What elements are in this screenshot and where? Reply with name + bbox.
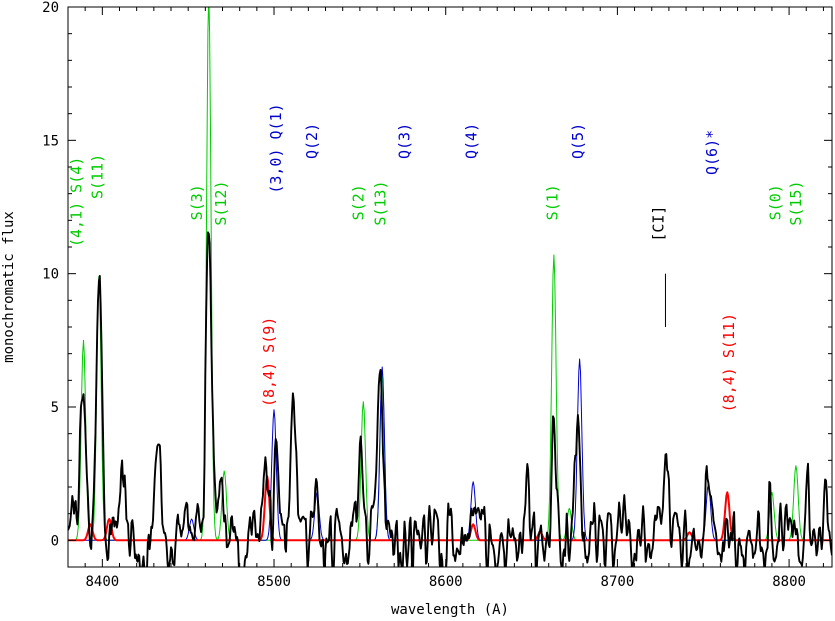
line-annotation: (8,4) S(11): [720, 313, 738, 412]
line-annotation: Q(2): [303, 123, 321, 159]
line-annotation: (4,1) S(4): [68, 157, 86, 247]
y-tick-label: 20: [42, 0, 59, 16]
plot-frame: [67, 6, 833, 568]
x-tick-label: 8600: [429, 574, 463, 590]
line-annotation: [CI]: [650, 206, 668, 242]
y-axis-ticks: 0 5 10 15 20: [42, 0, 832, 549]
line-annotation: S(12): [212, 181, 230, 226]
line-annotation: S(2): [349, 184, 367, 220]
spectrum-series-model-S-lines: [68, 7, 832, 541]
line-annotation: (8,4) S(9): [260, 317, 278, 407]
x-axis-label: wavelength (A): [391, 602, 509, 618]
y-tick-label: 0: [51, 533, 59, 549]
x-axis-ticks: 8400 8500 8600 8700 8800: [84, 7, 824, 590]
y-tick-label: 5: [51, 400, 59, 416]
x-tick-label: 8700: [601, 574, 635, 590]
series-layer: [68, 7, 832, 567]
line-annotation: Q(3): [396, 123, 414, 159]
x-tick-label: 8400: [85, 574, 119, 590]
line-annotation: S(0): [766, 184, 784, 220]
line-annotation: Q(4): [463, 123, 481, 159]
line-annotation: S(3): [188, 184, 206, 220]
line-annotation: S(13): [372, 181, 390, 226]
line-annotation: (3,0) Q(1): [267, 103, 285, 193]
line-annotation: Q(6)*: [703, 130, 721, 175]
annotation-layer: (4,1) S(4) S(11) S(3) S(12) (3,0) Q(1) Q(2) S(…: [68, 103, 805, 412]
spectrum-series-observed-spectrum: [68, 231, 832, 567]
line-annotation: Q(5): [569, 123, 587, 159]
y-tick-label: 10: [42, 267, 59, 283]
line-annotation: S(11): [88, 154, 106, 199]
line-annotation: S(1): [543, 184, 561, 220]
y-tick-label: 15: [42, 133, 59, 149]
line-annotation: S(15): [787, 181, 805, 226]
x-tick-label: 8800: [772, 574, 806, 590]
spectrum-series-model-8-4-band: [68, 475, 832, 542]
y-axis-label: monochromatic flux: [1, 211, 17, 363]
x-tick-label: 8500: [257, 574, 291, 590]
